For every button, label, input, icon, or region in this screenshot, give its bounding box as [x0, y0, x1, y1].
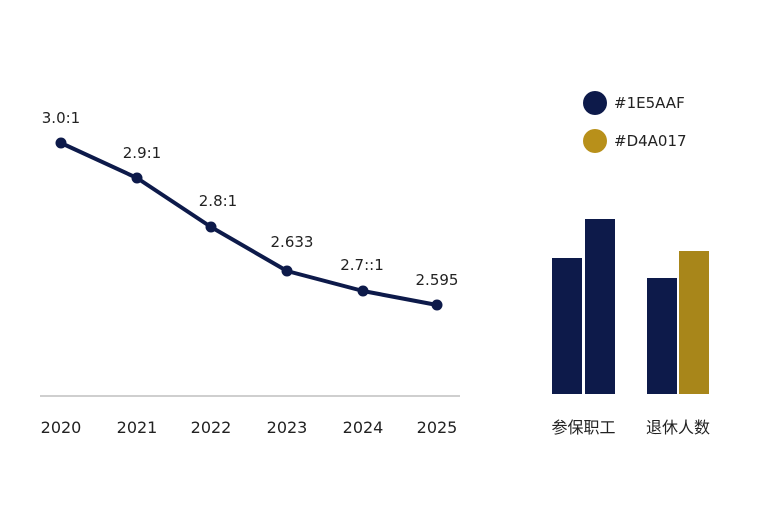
x-tick-label: 2022: [191, 418, 232, 437]
line-point-2020: [55, 137, 67, 149]
bar-退休人数-1: [679, 251, 709, 394]
line-data-label: 2.9:1: [123, 144, 161, 162]
bar-退休人数-0: [647, 278, 677, 394]
bar-参保职工-1: [585, 219, 615, 394]
x-tick-label: 2023: [267, 418, 308, 437]
line-series: [59, 141, 439, 307]
bar-category-label: 退休人数: [646, 418, 710, 437]
line-data-label: 2.8:1: [199, 192, 237, 210]
line-data-label: 2.633: [271, 233, 314, 251]
bar-参保职工-0: [552, 258, 582, 394]
legend-swatch: [583, 129, 607, 153]
line-data-label: 2.7::1: [340, 256, 384, 274]
bar-category-label: 参保职工: [551, 418, 615, 437]
line-point-2022: [205, 221, 217, 233]
x-tick-label: 2024: [343, 418, 384, 437]
line-data-label: 3.0:1: [42, 109, 80, 127]
line-point-2024: [357, 285, 369, 297]
line-point-2023: [281, 265, 293, 277]
legend-label: #1E5AAF: [614, 94, 685, 112]
x-tick-label: 2025: [417, 418, 458, 437]
legend-swatch: [583, 91, 607, 115]
line-data-label: 2.595: [416, 271, 459, 289]
line-point-2025: [431, 299, 443, 311]
legend-label: #D4A017: [614, 132, 687, 150]
x-tick-label: 2020: [41, 418, 82, 437]
line-point-2021: [131, 172, 143, 184]
x-tick-label: 2021: [117, 418, 158, 437]
